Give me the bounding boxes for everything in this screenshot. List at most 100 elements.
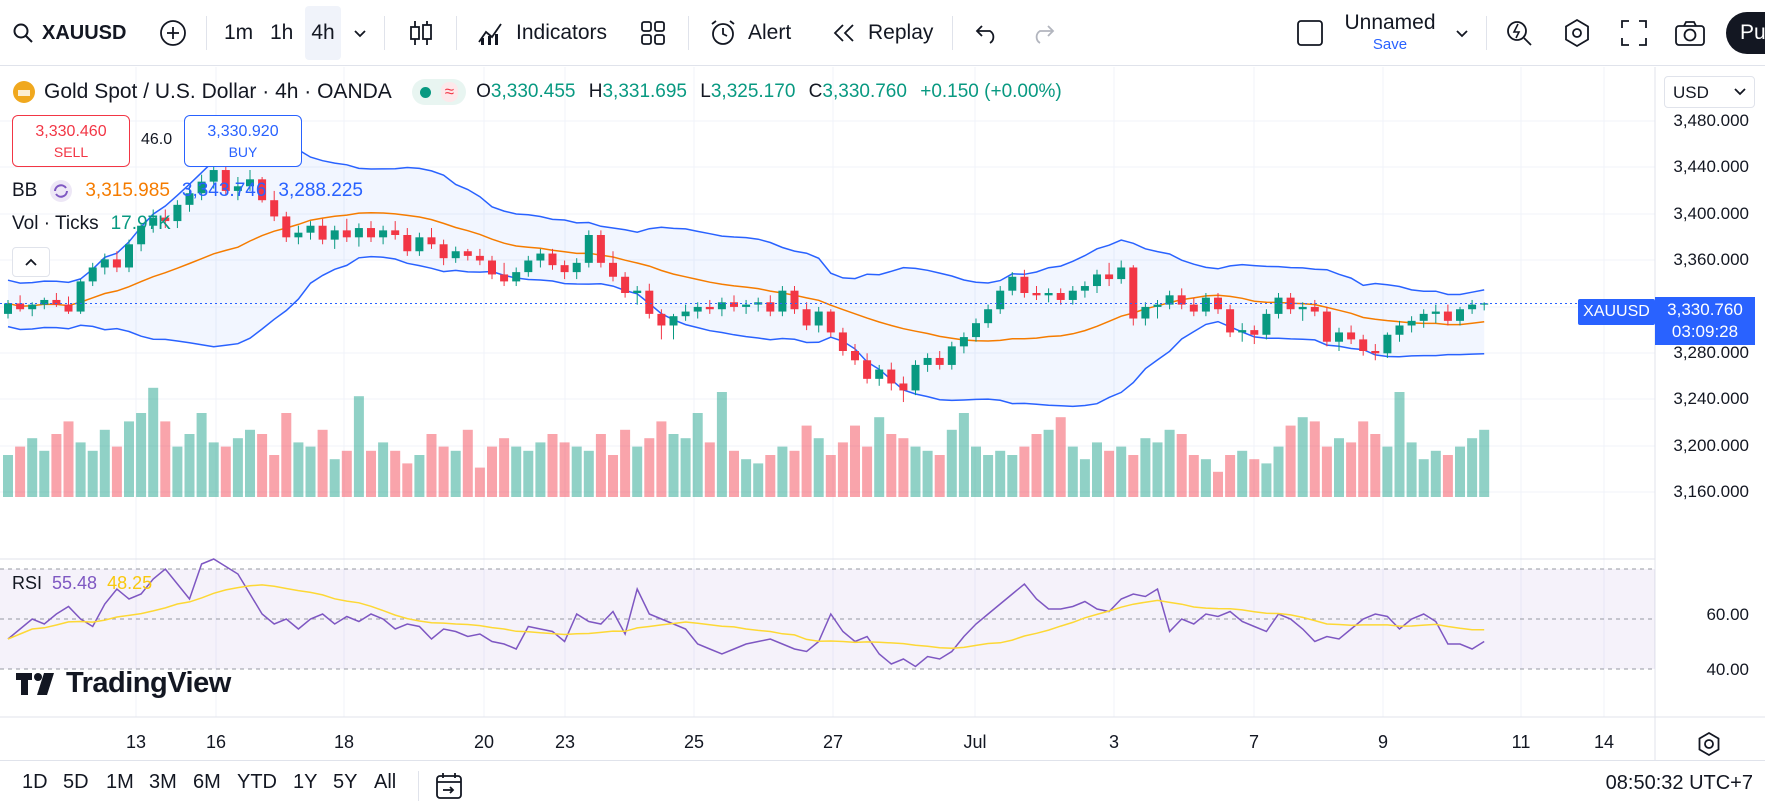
currency-select[interactable]: USD	[1664, 76, 1755, 108]
quick-search-button[interactable]	[1504, 0, 1534, 66]
candle-body	[947, 346, 956, 365]
alert-button[interactable]: Alert	[708, 0, 791, 66]
candle-body	[1419, 313, 1428, 321]
range-1y[interactable]: 1Y	[293, 771, 318, 793]
fullscreen-button[interactable]	[1620, 0, 1648, 66]
market-status[interactable]: ≈	[411, 79, 467, 105]
range-1d[interactable]: 1D	[22, 771, 48, 793]
candle-body	[76, 281, 85, 312]
candle-body	[1310, 306, 1319, 312]
volume-bar	[293, 442, 304, 497]
range-3m[interactable]: 3M	[149, 771, 177, 793]
volume-bar	[172, 446, 183, 497]
go-to-date-button[interactable]	[434, 771, 464, 806]
volume-bar	[620, 429, 631, 497]
candle-body	[112, 259, 121, 268]
range-5d[interactable]: 5D	[63, 771, 89, 793]
range-all[interactable]: All	[374, 771, 397, 793]
candle-body	[1105, 274, 1114, 280]
sell-button[interactable]: 3,330.460 SELL	[12, 115, 130, 167]
layout-dropdown[interactable]	[1454, 0, 1470, 66]
candle-body	[1443, 311, 1452, 321]
layout-select-checkbox[interactable]	[1296, 0, 1324, 66]
volume-bar	[1140, 438, 1151, 497]
range-6m[interactable]: 6M	[193, 771, 221, 793]
volume-bar	[1334, 438, 1344, 497]
publish-button[interactable]: Pu	[1726, 12, 1765, 54]
chart-canvas[interactable]	[0, 67, 1765, 760]
chart-area[interactable]: Gold Spot / U.S. Dollar · 4h · OANDA ≈ O…	[0, 67, 1765, 760]
loading-spinner-icon	[50, 180, 73, 202]
time-axis-settings-button[interactable]	[1696, 731, 1722, 762]
settings-button[interactable]	[1562, 0, 1592, 66]
volume-bar	[704, 442, 715, 497]
volume-bar	[341, 450, 352, 497]
candle-body	[560, 265, 569, 273]
volume-bar	[1031, 434, 1042, 497]
redo-button[interactable]	[1030, 0, 1056, 66]
volume-bar	[910, 446, 921, 497]
chart-title: Gold Spot / U.S. Dollar · 4h · OANDA	[44, 80, 392, 103]
bb-lower-line	[7, 255, 1485, 408]
buy-price: 3,330.920	[207, 123, 279, 140]
volume-bar	[39, 450, 50, 497]
brand-name: TradingView	[66, 667, 231, 699]
symbol-label: XAUUSD	[42, 21, 127, 44]
buy-button[interactable]: 3,330.920 BUY	[184, 115, 302, 167]
volume-bar	[632, 446, 643, 497]
time-label: 23	[554, 732, 576, 752]
interval-1h[interactable]: 1h	[270, 0, 293, 66]
rsi-legend[interactable]: RSI 55.48 48.25	[12, 573, 152, 594]
volume-bar	[1237, 450, 1248, 497]
range-5y[interactable]: 5Y	[333, 771, 358, 793]
volume-bar	[474, 467, 485, 497]
tradingview-logo[interactable]: TradingView	[16, 667, 231, 700]
templates-button[interactable]	[640, 0, 666, 66]
candle-body	[161, 217, 170, 222]
volume-bar	[160, 421, 171, 497]
undo-button[interactable]	[974, 0, 1000, 66]
compare-symbol-button[interactable]	[158, 0, 188, 66]
replay-button[interactable]: Replay	[830, 0, 933, 66]
time-label: 25	[683, 732, 705, 752]
chart-type-button[interactable]	[408, 0, 434, 66]
sell-price: 3,330.460	[35, 123, 107, 140]
layout-grid-icon	[641, 21, 665, 45]
candle-body	[609, 262, 617, 277]
close-value: 3,330.760	[822, 81, 907, 102]
volume-bar	[27, 438, 38, 497]
interval-4h[interactable]: 4h	[305, 6, 341, 60]
candle-body	[621, 276, 630, 293]
clock-timezone[interactable]: 08:50:32 UTC+7	[1605, 772, 1753, 794]
alarm-clock-icon	[711, 20, 735, 45]
interval-1m[interactable]: 1m	[224, 0, 253, 66]
volume-bar	[753, 463, 764, 497]
candle-body	[439, 244, 448, 259]
volume-legend[interactable]: Vol · Ticks 17.97K	[12, 213, 171, 235]
indicators-button[interactable]: Indicators	[476, 0, 607, 66]
interval-dropdown[interactable]	[352, 0, 368, 66]
candle-body	[972, 323, 980, 338]
candle-body	[282, 216, 291, 238]
volume-bar	[1297, 417, 1308, 497]
symbol-search[interactable]: XAUUSD	[12, 0, 126, 66]
range-1m[interactable]: 1M	[106, 771, 134, 793]
candle-body	[1080, 286, 1089, 291]
toolbar-divider	[952, 16, 953, 50]
snapshot-button[interactable]	[1674, 0, 1706, 66]
candle-body	[1250, 330, 1259, 335]
candle-body	[1129, 267, 1138, 319]
candle-body	[1214, 297, 1222, 310]
candle-body	[52, 299, 61, 305]
candle-body	[838, 332, 847, 351]
volume-bar	[1213, 471, 1223, 497]
collapse-legend-button[interactable]	[12, 247, 50, 277]
lightning-search-icon	[1507, 21, 1532, 46]
bb-legend[interactable]: BB 3,315.985 3,343.746 3,288.225	[12, 179, 363, 203]
layout-name-button[interactable]: Unnamed Save	[1340, 12, 1440, 56]
range-ytd[interactable]: YTD	[237, 771, 277, 793]
candle-body	[996, 290, 1005, 310]
candle-body	[1480, 303, 1489, 305]
publish-label: Pu	[1740, 21, 1765, 44]
candle-body	[403, 235, 412, 252]
